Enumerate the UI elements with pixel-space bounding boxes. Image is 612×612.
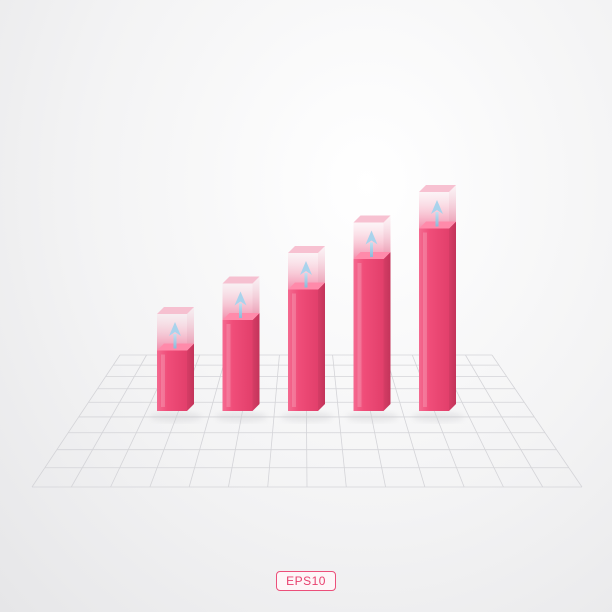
bar-group	[281, 246, 333, 422]
bar-ghost-side	[187, 307, 194, 351]
bar-shadow	[346, 412, 399, 422]
growth-arrow-shaft	[239, 303, 242, 318]
bar-side	[383, 252, 391, 411]
growth-arrow-shaft	[435, 212, 439, 227]
grid-col-line	[491, 354, 583, 488]
bar-shadow	[412, 412, 464, 422]
growth-arrow-head	[300, 261, 312, 275]
bar-group	[346, 215, 399, 422]
bar-front	[419, 228, 449, 411]
growth-arrow-head	[431, 200, 443, 214]
grid-col-line	[188, 354, 227, 488]
grid-col-line	[385, 354, 426, 488]
growth-arrow-head	[169, 322, 181, 336]
bar-ghost-top	[157, 307, 194, 314]
bar-side	[187, 343, 194, 411]
bar-group	[150, 307, 202, 422]
grid-col-line	[465, 354, 544, 488]
bar-group	[215, 276, 268, 422]
grid-col-line	[70, 354, 147, 488]
grid-col-line	[267, 354, 280, 488]
bars-group	[150, 185, 464, 422]
eps10-badge: EPS10	[276, 571, 336, 591]
bar-side	[252, 313, 260, 411]
bar-ghost-top	[222, 276, 260, 284]
bar-highlight	[423, 232, 427, 407]
bar-side	[449, 221, 456, 411]
bar-side	[318, 282, 325, 411]
growth-arrow-shaft	[304, 273, 308, 288]
bar-front	[157, 350, 187, 411]
growth-arrow-head	[234, 291, 247, 306]
bar-ghost-top	[288, 246, 325, 253]
bar-front	[288, 289, 318, 411]
bar-ghost-side	[318, 246, 325, 290]
bar-shadow	[150, 412, 202, 422]
bar-shadow	[215, 412, 268, 422]
growth-arrow-shaft	[173, 334, 177, 349]
bar-group	[412, 185, 464, 422]
bar-front	[222, 320, 253, 411]
bar-ghost-top	[353, 215, 391, 223]
growth-arrow-shaft	[370, 242, 373, 257]
grid-col-line	[332, 354, 347, 488]
bar-ghost-side	[449, 185, 456, 229]
bar-highlight	[226, 324, 231, 407]
bar-highlight	[357, 263, 362, 407]
growth-arrow-head	[365, 230, 378, 245]
bar-front	[353, 259, 384, 411]
bar-shadow	[281, 412, 333, 422]
bar-ghost-top	[419, 185, 456, 192]
grid-col-line	[31, 354, 121, 488]
bar-ghost-side	[252, 276, 260, 320]
bar-ghost-side	[383, 215, 391, 259]
bar-highlight	[161, 354, 165, 407]
bar-highlight	[292, 293, 296, 407]
